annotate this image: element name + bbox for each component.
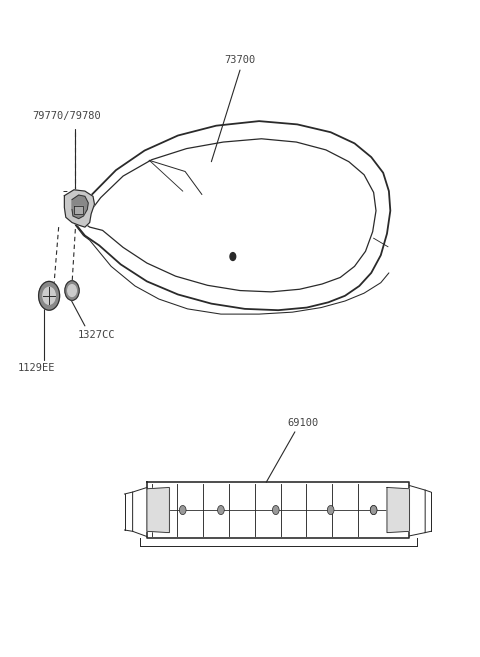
Circle shape xyxy=(370,505,377,514)
Polygon shape xyxy=(387,487,409,533)
Circle shape xyxy=(327,505,334,514)
Polygon shape xyxy=(74,206,84,214)
Circle shape xyxy=(43,287,55,304)
Circle shape xyxy=(273,505,279,514)
Text: 79770/79780: 79770/79780 xyxy=(33,111,101,121)
Circle shape xyxy=(65,281,79,300)
Circle shape xyxy=(217,505,224,514)
Polygon shape xyxy=(72,195,88,219)
Text: 73700: 73700 xyxy=(224,55,256,65)
Text: 1327CC: 1327CC xyxy=(78,330,115,340)
Circle shape xyxy=(230,252,236,260)
Polygon shape xyxy=(147,487,169,533)
Circle shape xyxy=(68,284,76,296)
Circle shape xyxy=(38,281,60,310)
Text: 69100: 69100 xyxy=(288,419,319,428)
Text: 1129EE: 1129EE xyxy=(18,363,56,373)
Polygon shape xyxy=(147,482,409,538)
Circle shape xyxy=(370,505,377,514)
Circle shape xyxy=(180,505,186,514)
Polygon shape xyxy=(64,190,95,227)
